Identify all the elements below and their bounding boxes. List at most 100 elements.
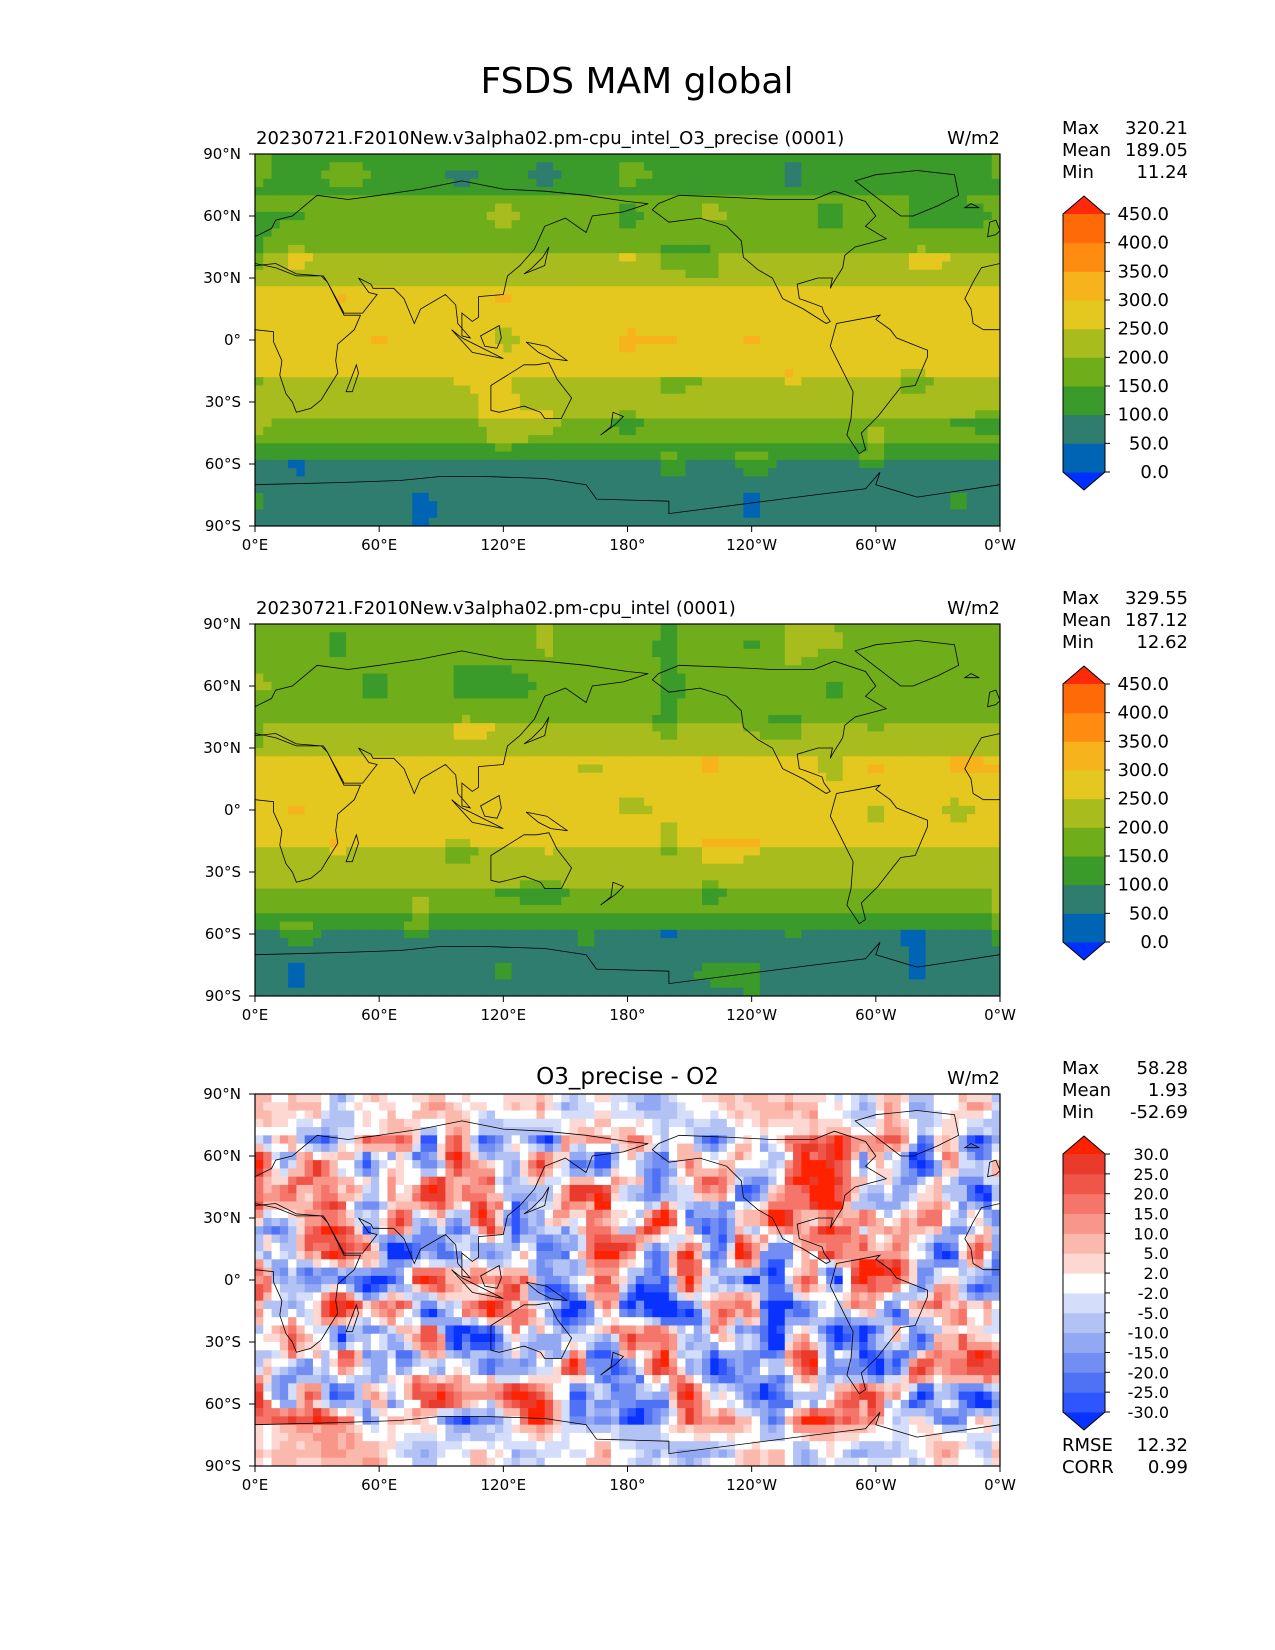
- field-cell: [528, 154, 538, 163]
- field-cell: [991, 360, 1000, 370]
- field-cell: [395, 640, 405, 650]
- field-cell: [594, 178, 604, 188]
- field-cell: [445, 640, 455, 650]
- field-cell: [801, 187, 811, 196]
- field-cell: [983, 335, 993, 345]
- field-cell: [362, 501, 372, 511]
- field-cell: [553, 517, 562, 526]
- field-cell: [404, 509, 413, 519]
- field-cell: [495, 451, 504, 461]
- field-cell: [362, 648, 372, 658]
- field-cell: [983, 517, 993, 526]
- field-cell: [379, 640, 389, 650]
- field-cell: [635, 501, 645, 511]
- field-cell: [677, 187, 687, 196]
- field-cell: [693, 451, 703, 461]
- field-cell: [362, 451, 372, 461]
- field-cell: [942, 327, 951, 337]
- field-cell: [834, 187, 844, 196]
- field-cell: [346, 476, 355, 486]
- field-cell: [486, 501, 496, 511]
- field-cell: [495, 269, 504, 279]
- field-cell: [461, 451, 471, 461]
- field-cell: [304, 426, 314, 436]
- field-cell: [809, 170, 819, 180]
- field-cell: [983, 195, 993, 205]
- field-cell: [966, 690, 976, 699]
- field-cell: [817, 484, 827, 494]
- field-cell: [610, 443, 620, 453]
- field-cell: [759, 368, 769, 378]
- field-cell: [950, 211, 960, 221]
- field-cell: [743, 509, 753, 519]
- field-cell: [577, 244, 587, 254]
- field-cell: [271, 393, 281, 403]
- field-cell: [809, 673, 819, 683]
- field-cell: [677, 335, 687, 345]
- field-cell: [437, 665, 446, 675]
- field-cell: [693, 673, 703, 683]
- field-cell: [991, 170, 1000, 180]
- field-cell: [412, 459, 422, 469]
- field-cell: [519, 236, 529, 246]
- field-cell: [577, 162, 587, 172]
- field-cell: [453, 261, 463, 271]
- field-cell: [685, 468, 695, 477]
- field-cell: [428, 468, 438, 477]
- field-cell: [586, 459, 595, 469]
- colorbar-segment: [1063, 214, 1105, 244]
- field-cell: [486, 278, 496, 287]
- field-cell: [635, 170, 645, 180]
- field-cell: [503, 203, 513, 213]
- field-cell: [577, 648, 587, 658]
- field-cell: [660, 624, 670, 633]
- field-cell: [461, 311, 471, 320]
- field-cell: [610, 269, 620, 279]
- field-cell: [279, 294, 289, 304]
- field-cell: [495, 385, 504, 395]
- field-cell: [801, 253, 811, 263]
- field-cell: [925, 335, 935, 345]
- field-cell: [983, 385, 993, 395]
- field-cell: [619, 402, 629, 411]
- field-cell: [933, 327, 943, 337]
- field-cell: [304, 203, 314, 213]
- field-cell: [279, 443, 289, 453]
- field-cell: [586, 311, 595, 320]
- field-cell: [983, 632, 993, 642]
- field-cell: [809, 393, 819, 403]
- field-cell: [702, 426, 711, 436]
- field-cell: [428, 294, 438, 304]
- field-cell: [917, 484, 927, 494]
- field-cell: [875, 344, 885, 353]
- field-cell: [486, 468, 496, 477]
- field-cell: [710, 648, 720, 658]
- field-cell: [569, 154, 579, 163]
- field-cell: [652, 294, 662, 304]
- field-cell: [470, 468, 480, 477]
- field-cell: [966, 657, 976, 666]
- field-cell: [420, 443, 430, 453]
- field-cell: [991, 468, 1000, 477]
- field-cell: [395, 501, 405, 511]
- field-cell: [908, 294, 918, 304]
- field-cell: [743, 476, 753, 486]
- field-cell: [395, 154, 405, 163]
- field-cell: [321, 690, 331, 699]
- field-cell: [917, 311, 927, 320]
- field-cell: [817, 228, 827, 238]
- field-cell: [966, 236, 976, 246]
- field-cell: [668, 162, 678, 172]
- field-cell: [693, 368, 703, 378]
- field-cell: [917, 690, 927, 699]
- field-cell: [553, 698, 562, 708]
- field-cell: [627, 681, 637, 691]
- field-cell: [420, 410, 430, 420]
- field-cell: [602, 253, 612, 263]
- field-cell: [271, 236, 281, 246]
- field-cell: [834, 178, 844, 188]
- field-cell: [743, 393, 753, 403]
- field-cell: [387, 162, 397, 172]
- field-cell: [437, 681, 446, 691]
- field-cell: [917, 162, 927, 172]
